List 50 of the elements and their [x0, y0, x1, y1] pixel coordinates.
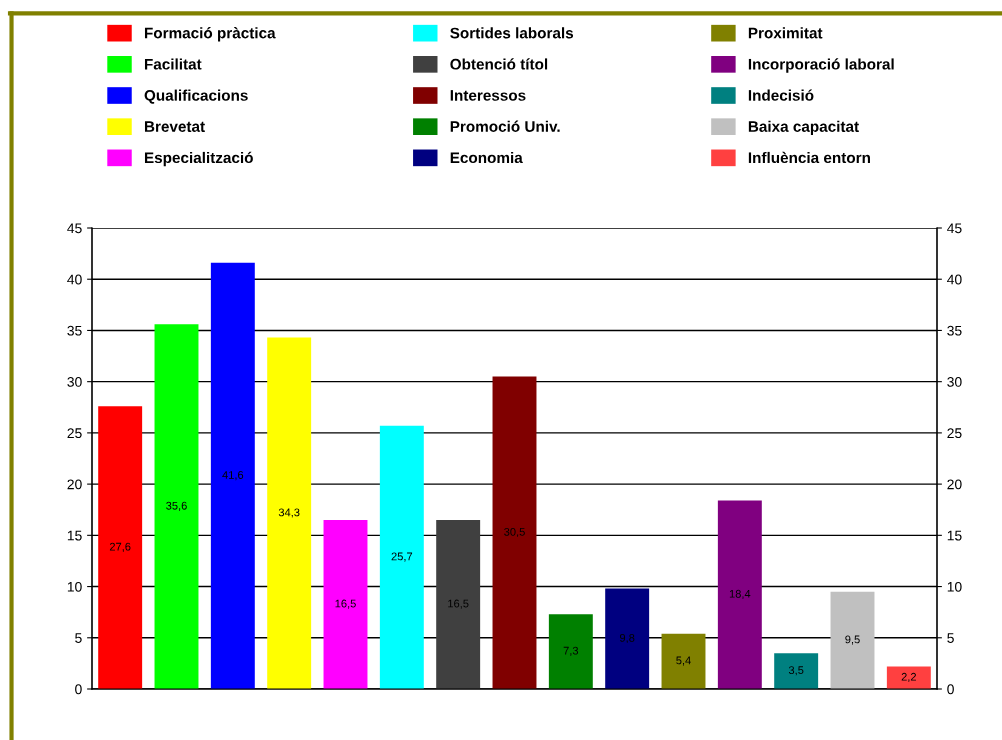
y-tick-label: 20	[67, 479, 82, 490]
y2-tick-label: 15	[947, 530, 962, 541]
y2-tick-label: 10	[947, 581, 962, 592]
y2-tick-label: 25	[947, 428, 962, 439]
data-label: 41,6	[222, 471, 244, 481]
legend-label: Obtenció títol	[450, 58, 548, 70]
legend-label: Influència entorn	[748, 151, 870, 164]
legend-label: Qualificacions	[144, 89, 248, 104]
data-label: 25,7	[391, 552, 413, 562]
y2-tick-label: 5	[947, 633, 954, 643]
y-tick-label: 10	[67, 581, 82, 592]
data-label: 16,5	[448, 599, 469, 609]
legend-label: Incorporació laboral	[748, 58, 894, 73]
y-tick-label: 15	[67, 530, 82, 541]
y-tick-label: 30	[67, 377, 82, 387]
y2-tick-label: 45	[947, 223, 962, 234]
y2-tick-label: 35	[947, 325, 962, 336]
data-label: 18,4	[729, 589, 751, 600]
data-label: 27,6	[109, 542, 131, 552]
legend-label: Proximitat	[748, 27, 823, 39]
legend-label: Facilitat	[144, 58, 202, 70]
data-label: 2,2	[901, 672, 916, 683]
legend-label: Formació pràctica	[144, 27, 276, 42]
legend-label: Sortides laborals	[450, 27, 574, 39]
data-label: 3,5	[788, 666, 804, 676]
legend-label: Promoció Univ.	[450, 120, 560, 132]
data-label: 35,6	[166, 501, 187, 511]
legend-label: Especialització	[144, 151, 253, 167]
y-tick-label: 5	[75, 633, 82, 643]
legend-label: Baixa capacitat	[748, 120, 859, 135]
legend-label: Indecisió	[748, 89, 814, 101]
data-label: 9,8	[619, 633, 635, 644]
y2-tick-label: 30	[947, 377, 962, 387]
y2-tick-label: 20	[947, 479, 962, 490]
data-label: 9,5	[845, 635, 860, 645]
data-label: 34,3	[278, 508, 300, 518]
y-tick-label: 45	[67, 223, 82, 234]
y-tick-label: 35	[67, 325, 82, 336]
y-tick-label: 0	[75, 684, 82, 695]
legend-label: Interessos	[450, 90, 526, 101]
data-label: 5,4	[676, 656, 691, 666]
data-label: 7,3	[563, 646, 579, 656]
y2-tick-label: 0	[947, 684, 954, 695]
data-label: 30,5	[504, 527, 525, 538]
y-tick-label: 40	[67, 274, 82, 285]
y2-tick-label: 40	[947, 274, 962, 285]
legend-label: Brevetat	[144, 121, 205, 132]
y-tick-label: 25	[67, 428, 82, 439]
data-label: 16,5	[335, 599, 356, 609]
legend-label: Economia	[450, 151, 523, 164]
